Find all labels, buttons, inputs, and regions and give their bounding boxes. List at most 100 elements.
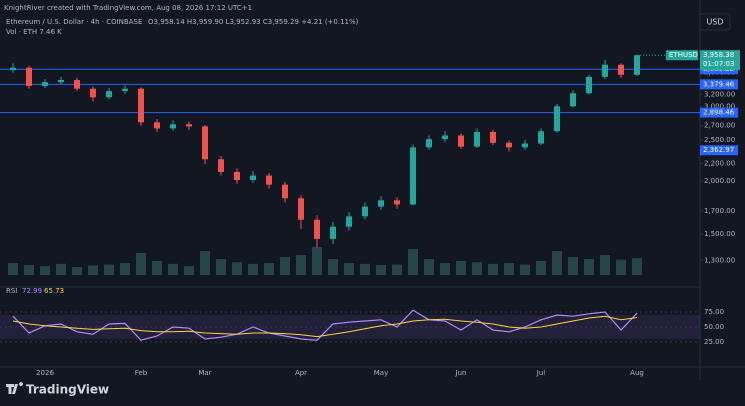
candle-body [362,206,368,217]
volume-bar [152,261,162,275]
y-tick-label: 1,700.00 [704,207,735,215]
volume-bar [168,263,178,275]
footer-brand: TradingView [26,383,109,397]
countdown: 01:07:03 [703,60,734,68]
y-tick-label: 2,000.00 [704,177,735,185]
rsi-ma-last: 65.73 [44,287,64,295]
volume-bar [616,259,626,275]
volume-bar [408,249,418,275]
volume-bar [264,263,274,275]
volume-bar [392,264,402,275]
volume-bar [312,247,322,275]
volume-bar [72,267,82,275]
candle-body [426,139,432,148]
candle-body [394,200,400,205]
volume-bar [296,255,306,275]
y-tick-label: 2,500.00 [704,136,735,144]
candle-body [106,90,112,98]
candle-body [138,88,144,123]
volume-bar [536,261,546,275]
candle-body [298,198,304,220]
candle-body [218,159,224,172]
candle-body [122,88,128,91]
volume-bar [488,263,498,275]
rsi-last: 72.99 [22,287,42,295]
ticker-name: ETHUSD [669,51,698,59]
candle-body [10,67,16,71]
y-tick-label: 1,300.00 [704,256,735,264]
candle-body [506,142,512,148]
rsi-line [12,309,638,341]
candle-body [618,64,624,75]
candle-body [26,67,32,86]
volume-bar [232,262,242,275]
volume-bar [200,251,210,275]
candle-body [314,219,320,239]
candle-body [522,143,528,148]
volume-bar [360,263,370,275]
candle-body [186,124,192,127]
volume-bar [8,263,18,275]
logo [6,382,23,394]
volume-bar [520,264,530,275]
level-tag [700,145,738,156]
candle-body [266,175,272,185]
volume-bar [280,257,290,275]
volume-bar [40,266,50,275]
candle-body [234,171,240,181]
volume-bar [552,251,562,275]
level-label: 2,362.97 [703,146,734,154]
y-tick-label: 3,000.00 [704,102,735,110]
level-label: 3,379.46 [703,80,735,88]
volume-bar [504,263,514,275]
x-tick-label: Aug [630,369,644,377]
y-tick-label: 1,500.00 [704,230,735,238]
y-tick-label: 3,200.00 [704,90,735,98]
candle-body [490,131,496,143]
ticker-tag [666,50,698,61]
x-tick-label: 2026 [36,369,54,377]
volume-bar [424,259,434,275]
volume-bar [136,253,146,275]
currency-box[interactable] [699,13,731,31]
y-tick-label: 2,700.00 [704,122,735,130]
x-tick-label: Feb [135,369,148,377]
candle-body [74,80,80,89]
x-tick-label: Mar [198,369,211,377]
candle-body [474,131,480,147]
rsi-tick-label: 25.00 [704,338,724,346]
volume-bar [456,261,466,275]
volume-bar [376,265,386,275]
candle-body [458,135,464,147]
candle-body [154,122,160,129]
currency[interactable]: USD [706,18,723,27]
volume-bar [56,263,66,275]
ohlc: O3,958.14 H3,959.90 L3,952.93 C3,959.29 … [148,18,359,26]
candle-body [170,124,176,129]
candle-body [586,76,592,94]
rsi-tick-label: 50.00 [704,323,724,331]
volume-bar [440,263,450,275]
volume-bar [472,262,482,275]
volume-bar [584,259,594,275]
x-tick-label: Jun [455,369,467,377]
y-tick-label: 2,200.00 [704,159,735,167]
candle-body [346,216,352,227]
volume-bar [632,258,642,275]
volume-bar [600,255,610,275]
volume-bar [344,263,354,275]
rsi-legend: RSI [6,287,17,295]
candle-body [378,200,384,207]
candle-body [282,184,288,199]
level-label: 2,898.46 [703,109,735,117]
volume-bar [248,263,258,275]
candle-body [538,131,544,144]
volume-bar [120,263,130,275]
candle-body [602,64,608,77]
x-tick-label: May [374,369,388,377]
candle-body [570,93,576,107]
rsi-tick-label: 75.00 [704,308,724,316]
candle-body [250,175,256,181]
